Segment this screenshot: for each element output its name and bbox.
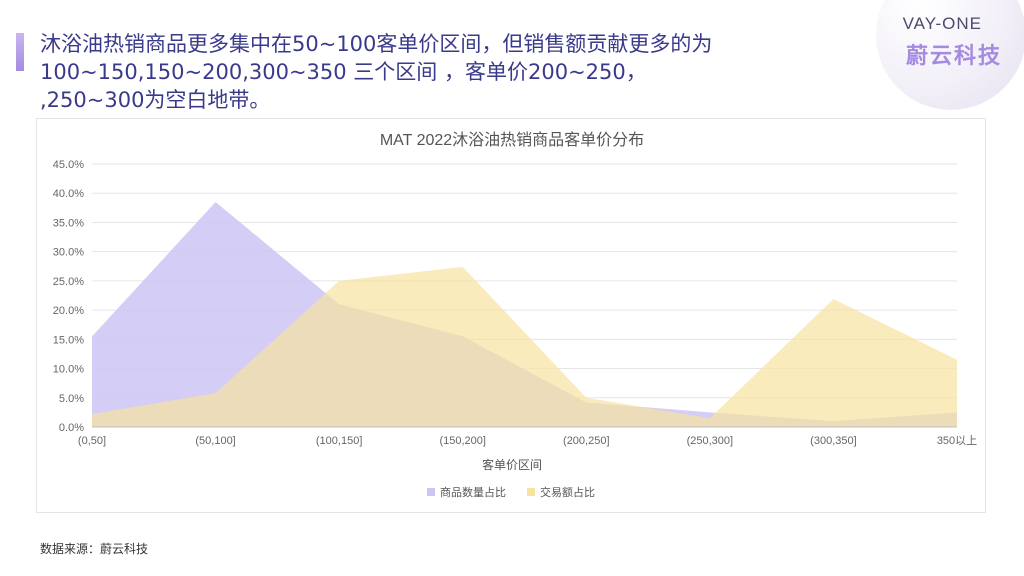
- brand-logo: VAY-ONE 蔚云科技: [866, 0, 1024, 110]
- series-area-2: [92, 266, 957, 427]
- chart-title: MAT 2022沐浴油热销商品客单价分布: [380, 131, 644, 149]
- x-tick-label: (250,300]: [687, 435, 733, 447]
- area-chart: MAT 2022沐浴油热销商品客单价分布 0.0% 5.0% 10.0% 15.0% 2…: [53, 131, 977, 499]
- data-source-note: 数据来源：蔚云科技: [40, 542, 149, 556]
- y-tick-label: 30.0%: [53, 247, 84, 259]
- headline-line-3: ,250~300为空白地带。: [40, 88, 271, 112]
- y-tick-label: 10.0%: [53, 364, 84, 376]
- x-axis-label: 客单价区间: [482, 457, 542, 472]
- logo-text-en: VAY-ONE: [902, 14, 982, 33]
- y-tick-label: 20.0%: [53, 305, 84, 317]
- x-tick-label: (100,150]: [316, 435, 362, 447]
- legend-label: 交易额占比: [540, 485, 595, 499]
- headline: 沐浴油热销商品更多集中在50~100客单价区间，但销售额贡献更多的为 100~1…: [40, 30, 890, 114]
- x-tick-label: (200,250]: [563, 435, 609, 447]
- legend: 商品数量占比 交易额占比: [427, 485, 595, 499]
- x-tick-label: 350以上: [937, 434, 977, 447]
- y-tick-label: 15.0%: [53, 334, 84, 346]
- y-tick-label: 40.0%: [53, 188, 84, 200]
- legend-swatch: [527, 488, 535, 496]
- y-tick-label: 0.0%: [59, 422, 84, 434]
- legend-swatch: [427, 488, 435, 496]
- x-tick-label: (50,100]: [195, 435, 235, 447]
- series-layer: [91, 201, 958, 427]
- chart-panel: MAT 2022沐浴油热销商品客单价分布 0.0% 5.0% 10.0% 15.0% 2…: [36, 118, 986, 513]
- y-tick-label: 5.0%: [59, 393, 84, 405]
- headline-line-1: 沐浴油热销商品更多集中在50~100客单价区间，但销售额贡献更多的为: [40, 32, 713, 56]
- y-tick-label: 35.0%: [53, 217, 84, 229]
- axis-layer: 0.0% 5.0% 10.0% 15.0% 20.0% 25.0% 30.0% 35.0% 40…: [53, 159, 977, 447]
- logo-text-cn: 蔚云科技: [905, 44, 1002, 69]
- x-tick-label: (0,50]: [78, 435, 106, 447]
- title-accent-bar: [16, 33, 24, 71]
- x-tick-label: (300,350]: [810, 435, 856, 447]
- y-tick-label: 45.0%: [53, 159, 84, 171]
- y-tick-label: 25.0%: [53, 276, 84, 288]
- legend-label: 商品数量占比: [440, 485, 506, 499]
- headline-line-2: 100~150,150~200,300~350 三个区间 ，客单价200~250…: [40, 60, 647, 84]
- x-tick-label: (150,200]: [439, 435, 485, 447]
